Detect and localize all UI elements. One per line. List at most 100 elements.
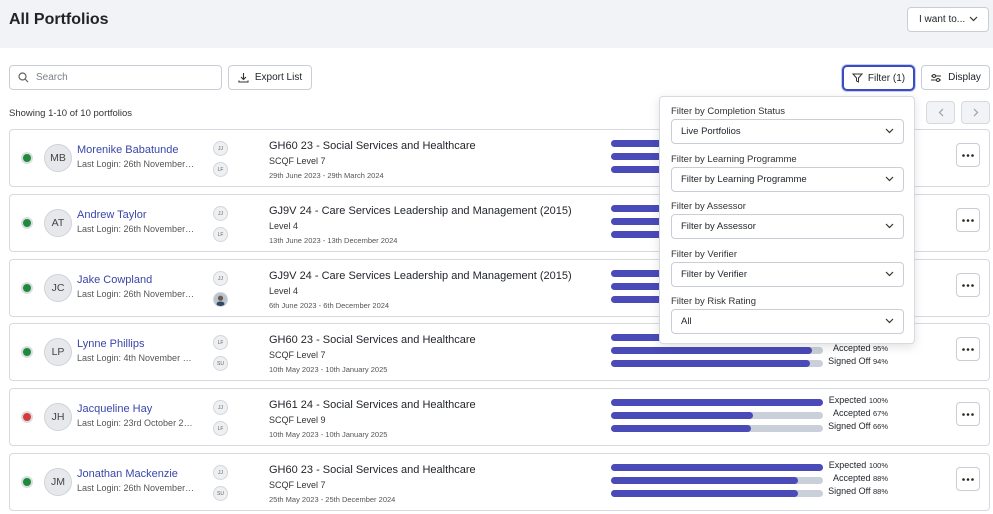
chevron-left-icon <box>938 108 943 117</box>
assessor-photo-avatar <box>213 292 228 307</box>
results-count: Showing 1-10 of 10 portfolios <box>9 108 133 119</box>
i-want-to-label: I want to... <box>919 14 966 25</box>
course-level: SCQF Level 9 <box>269 415 326 425</box>
funnel-icon <box>851 73 863 83</box>
more-options-button[interactable] <box>956 143 980 167</box>
course-title: GH60 23 - Social Services and Healthcare <box>269 334 476 346</box>
ellipsis-icon <box>962 347 974 351</box>
progress-bar-track <box>611 399 823 406</box>
more-options-button[interactable] <box>956 402 980 426</box>
progress-label-text: Signed Off <box>828 486 873 496</box>
course-level: Level 4 <box>269 221 299 231</box>
status-indicator <box>21 476 33 488</box>
filter-label: Filter by Verifier <box>671 248 737 260</box>
more-options-button[interactable] <box>956 337 980 361</box>
export-list-button[interactable]: Export List <box>228 65 312 90</box>
ellipsis-icon <box>962 477 974 481</box>
assessor-avatar: SU <box>213 356 228 371</box>
more-options-button[interactable] <box>956 208 980 232</box>
assessor-avatar: JJ <box>213 206 228 221</box>
progress-bar-fill <box>611 490 798 497</box>
learner-name-link[interactable]: Jonathan Mackenzie <box>77 468 178 480</box>
search-box[interactable] <box>9 65 222 90</box>
chevron-down-icon <box>885 223 894 229</box>
progress-label: Signed Off 94% <box>808 356 888 366</box>
filter-select[interactable]: All <box>671 309 904 334</box>
filter-select[interactable]: Filter by Learning Programme <box>671 166 904 192</box>
portfolio-row[interactable]: LP Lynne Phillips Last Login: 4th November… <box>9 323 990 381</box>
ellipsis-icon <box>962 412 974 416</box>
last-login: Last Login: 26th November 2024 <box>77 224 195 234</box>
filter-label: Filter by Assessor <box>671 201 746 212</box>
display-label: Display <box>948 72 981 83</box>
more-options-button[interactable] <box>956 273 980 297</box>
learner-name-link[interactable]: Morenike Babatunde <box>77 144 179 156</box>
learner-name-link[interactable]: Jacqueline Hay <box>77 403 153 415</box>
assessor-avatar: LF <box>213 162 228 177</box>
status-indicator <box>21 152 33 164</box>
progress-label-text: Accepted <box>832 473 873 483</box>
chevron-down-icon <box>885 128 894 134</box>
learner-name-link[interactable]: Lynne Phillips <box>77 338 145 350</box>
filter-select-value: Filter by Verifier <box>681 268 747 280</box>
learner-name-link[interactable]: Jake Cowpland <box>77 274 153 286</box>
filter-select-value: Filter by Assessor <box>681 221 756 232</box>
progress-bar-fill <box>611 412 754 419</box>
assessor-avatar: JJ <box>213 400 228 415</box>
filter-select-value: Filter by Learning Programme <box>681 173 807 185</box>
status-indicator <box>21 217 33 229</box>
progress-bar-fill <box>611 360 811 367</box>
course-dates: 10th May 2023 - 10th January 2025 <box>269 365 388 374</box>
progress-bar-track <box>611 360 823 367</box>
progress-bar-fill <box>611 464 823 471</box>
page-title: All Portfolios <box>9 11 109 28</box>
last-login: Last Login: 26th November 2024 <box>77 159 195 169</box>
search-input[interactable] <box>36 72 206 83</box>
progress-label-text: Accepted <box>832 408 873 418</box>
filter-select[interactable]: Filter by Assessor <box>671 214 904 239</box>
learner-name-link[interactable]: Andrew Taylor <box>77 209 147 221</box>
chevron-down-icon <box>885 318 894 324</box>
export-list-label: Export List <box>254 72 303 83</box>
progress-bar-track <box>611 347 823 354</box>
progress-bar-track <box>611 412 823 419</box>
assessor-avatar: LF <box>213 421 228 436</box>
avatar: AT <box>44 209 72 237</box>
assessor-avatar: JJ <box>213 141 228 156</box>
course-title: GH60 23 - Social Services and Healthcare <box>269 464 476 476</box>
course-dates: 25th May 2023 - 25th December 2024 <box>269 495 396 504</box>
avatar: JC <box>44 274 72 302</box>
i-want-to-dropdown[interactable]: I want to... <box>907 7 989 32</box>
assessor-avatar: LF <box>213 227 228 242</box>
progress-bar-track <box>611 464 823 471</box>
avatar: JH <box>44 403 72 431</box>
prev-page-button[interactable] <box>926 101 955 124</box>
course-dates: 10th May 2023 - 10th January 2025 <box>269 430 388 439</box>
chevron-down-icon <box>885 271 894 276</box>
display-button[interactable]: Display <box>921 65 990 90</box>
next-page-button[interactable] <box>961 101 990 124</box>
progress-label-text: Signed Off <box>828 356 873 366</box>
status-indicator <box>21 411 33 423</box>
course-title: GH61 24 - Social Services and Healthcare <box>269 399 476 411</box>
course-level: Level 4 <box>269 286 299 296</box>
ellipsis-icon <box>962 153 974 157</box>
filter-label: Filter (1) <box>867 72 906 84</box>
filter-button[interactable]: Filter (1) <box>842 65 915 91</box>
chevron-down-icon <box>885 176 894 181</box>
more-options-button[interactable] <box>956 467 980 491</box>
filter-select[interactable]: Filter by Verifier <box>671 261 904 287</box>
ellipsis-icon <box>962 283 974 287</box>
filter-label: Filter by Learning Programme <box>671 153 797 165</box>
progress-label: Accepted 88% <box>808 473 888 483</box>
progress-label-text: Expected <box>828 460 869 470</box>
course-dates: 29th June 2023 - 29th March 2024 <box>269 171 384 180</box>
progress-bar-fill <box>611 347 813 354</box>
progress-percent: 67% <box>872 409 888 418</box>
portfolio-row[interactable]: JH Jacqueline Hay Last Login: 23rd October… <box>9 388 990 446</box>
portfolio-row[interactable]: JM Jonathan Mackenzie Last Login: 26th Nov… <box>9 453 990 511</box>
assessor-avatar: JJ <box>213 465 228 480</box>
ellipsis-icon <box>962 218 974 222</box>
filter-select[interactable]: Live Portfolios <box>671 119 904 144</box>
avatar: JM <box>44 468 72 496</box>
